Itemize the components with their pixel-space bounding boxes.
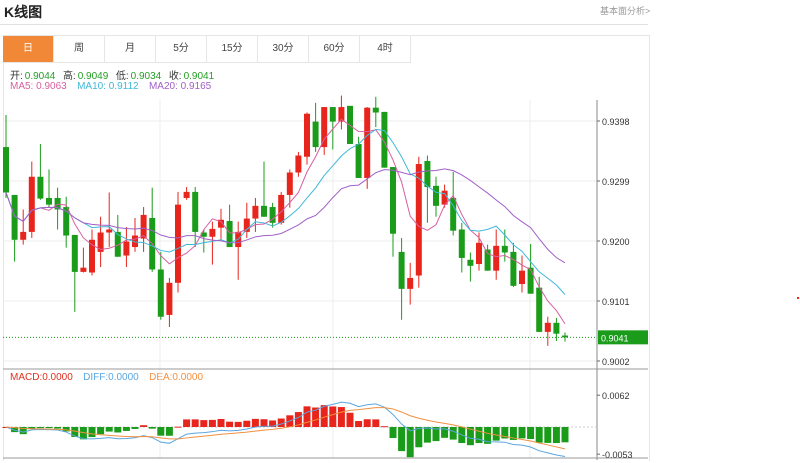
tab-4hour[interactable]: 4时 xyxy=(360,36,411,63)
tab-5min[interactable]: 5分 xyxy=(156,36,207,63)
tab-60min[interactable]: 60分 xyxy=(309,36,360,63)
open-value: 0.9044 xyxy=(24,71,56,82)
close-label: 收: xyxy=(168,71,182,82)
macd-value: MACD:0.0000 xyxy=(10,372,73,383)
high-value: 0.9049 xyxy=(77,71,109,82)
header-divider xyxy=(0,24,648,25)
tab-month[interactable]: 月 xyxy=(105,36,156,63)
page-title: K线图 xyxy=(4,4,43,20)
open-label: 开: xyxy=(10,71,23,82)
chart-container xyxy=(3,35,650,461)
dea-value: DEA:0.0000 xyxy=(149,372,204,383)
marker-dot xyxy=(797,297,799,299)
tab-15min[interactable]: 15分 xyxy=(207,36,258,63)
low-label: 低: xyxy=(115,71,129,82)
tab-day[interactable]: 日 xyxy=(3,36,54,63)
close-value: 0.9041 xyxy=(183,71,215,82)
ma10-value: MA10: 0.9112 xyxy=(77,81,139,92)
high-label: 高: xyxy=(62,71,76,82)
ma-info: MA5: 0.9063 MA10: 0.9112 MA20: 0.9165 xyxy=(10,81,213,92)
ma5-value: MA5: 0.9063 xyxy=(10,81,67,92)
ohlc-info: 开: 0.9044 高: 0.9049 低: 0.9034 收: 0.9041 xyxy=(10,67,216,82)
diff-value: DIFF:0.0000 xyxy=(83,372,139,383)
fundamental-analysis-link[interactable]: 基本面分析> xyxy=(600,6,651,16)
macd-info: MACD:0.0000 DIFF:0.0000 DEA:0.0000 xyxy=(10,372,205,383)
ma20-value: MA20: 0.9165 xyxy=(148,81,212,92)
period-tabs: 日 周 月 5分 15分 30分 60分 4时 xyxy=(3,36,411,63)
tab-30min[interactable]: 30分 xyxy=(258,36,309,63)
tab-week[interactable]: 周 xyxy=(54,36,105,63)
low-value: 0.9034 xyxy=(130,71,162,82)
